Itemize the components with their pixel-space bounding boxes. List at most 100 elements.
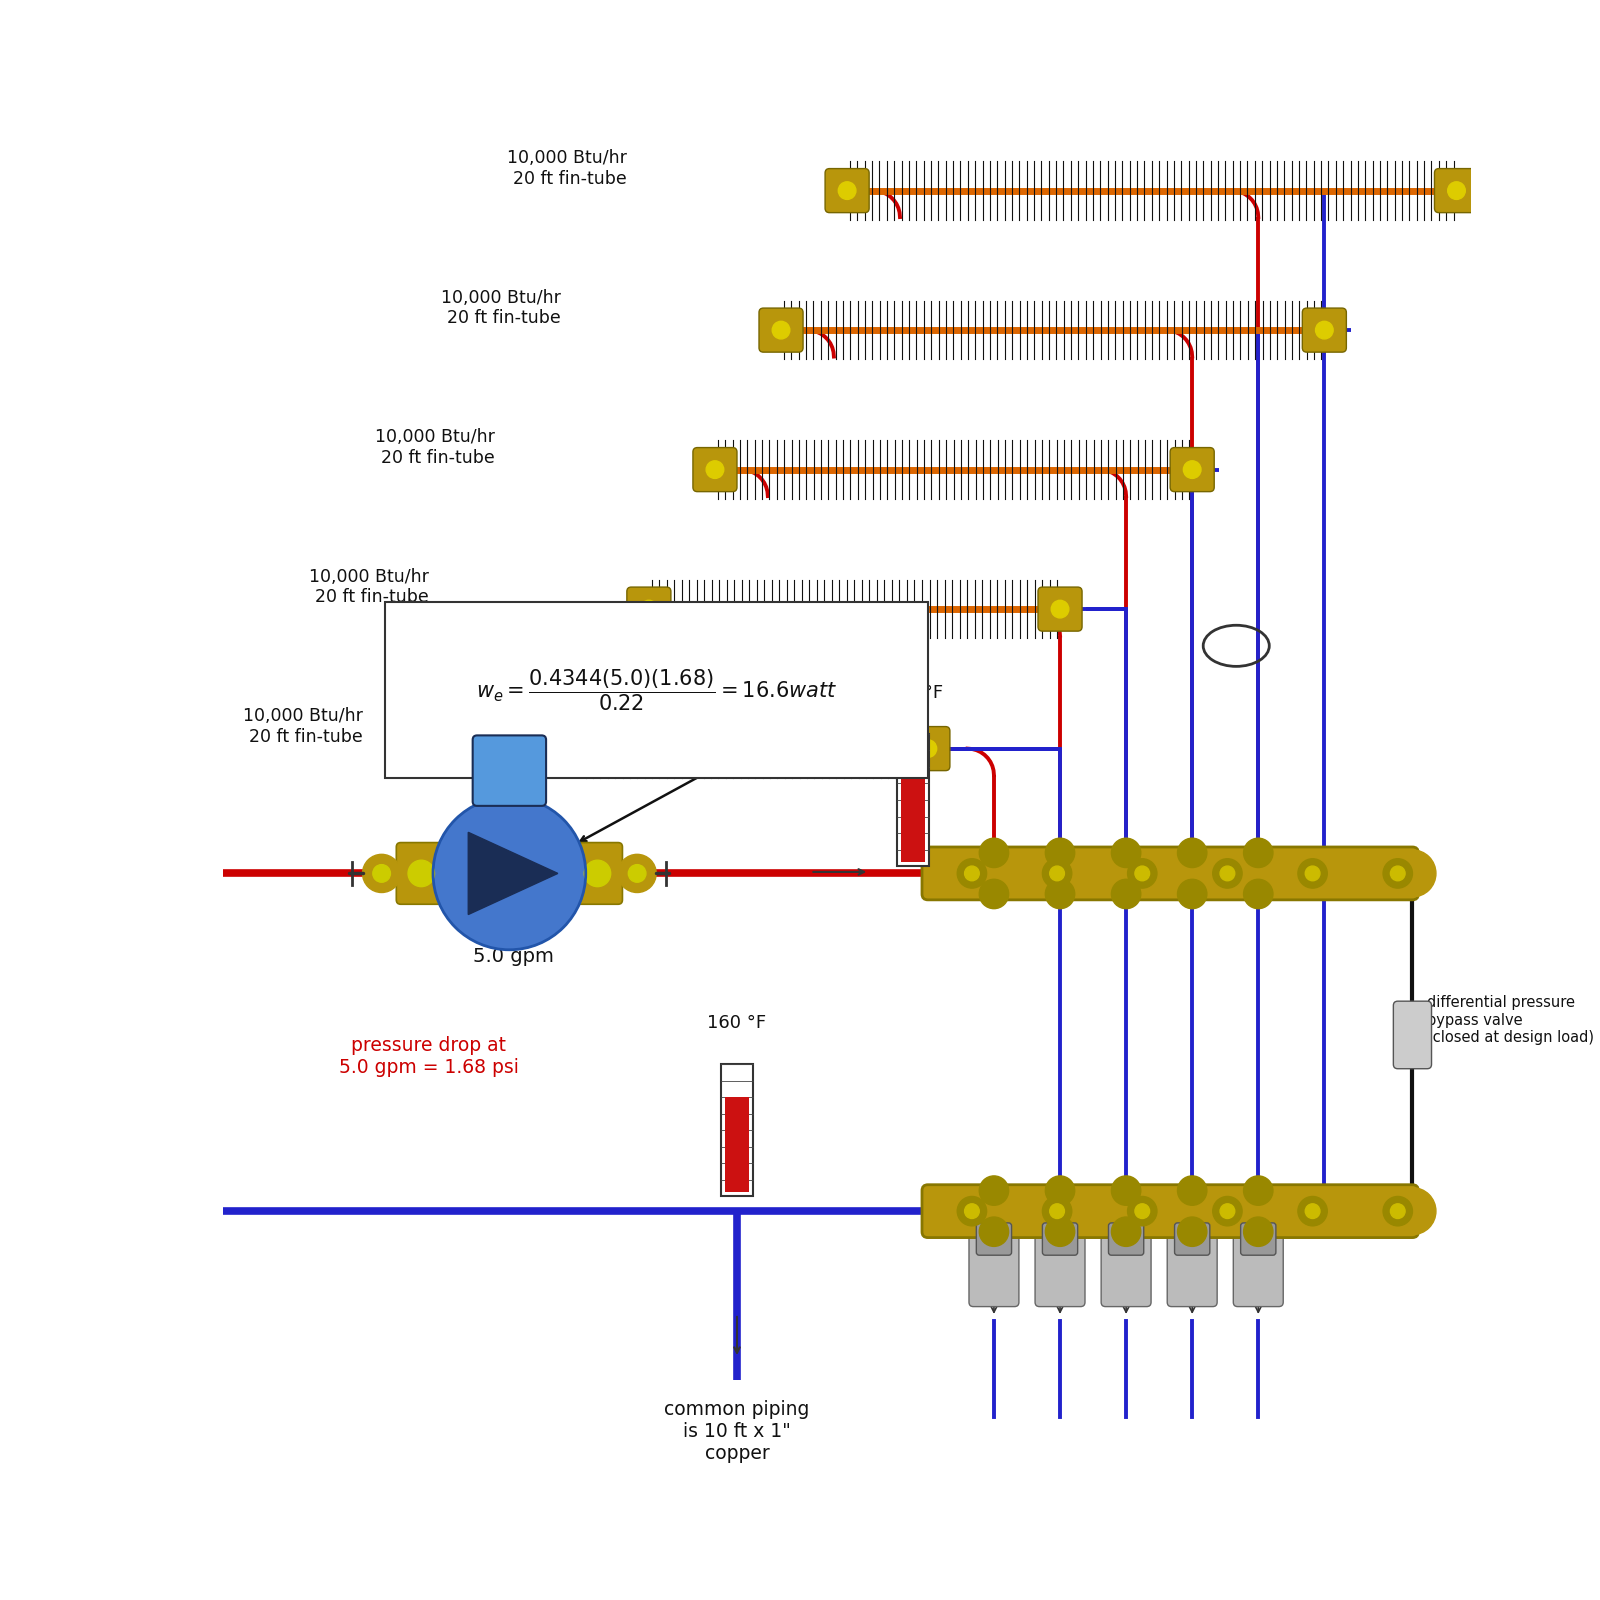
Circle shape — [640, 600, 658, 618]
Circle shape — [363, 854, 400, 893]
Circle shape — [838, 182, 856, 200]
Circle shape — [574, 739, 592, 757]
Circle shape — [1382, 859, 1413, 888]
Circle shape — [1243, 1218, 1274, 1246]
Circle shape — [1184, 461, 1202, 478]
Circle shape — [1045, 1176, 1075, 1205]
FancyBboxPatch shape — [1174, 1222, 1210, 1256]
FancyBboxPatch shape — [627, 587, 670, 630]
FancyBboxPatch shape — [1035, 1227, 1085, 1307]
Circle shape — [1045, 838, 1075, 867]
Text: common piping
is 10 ft x 1"
copper: common piping is 10 ft x 1" copper — [664, 1400, 810, 1462]
Polygon shape — [469, 832, 558, 915]
Circle shape — [1112, 880, 1141, 909]
Circle shape — [1050, 866, 1064, 880]
Circle shape — [1178, 1218, 1206, 1246]
Circle shape — [1221, 866, 1235, 880]
Circle shape — [1128, 1197, 1157, 1226]
FancyBboxPatch shape — [1170, 448, 1214, 491]
FancyBboxPatch shape — [1043, 1222, 1078, 1256]
Circle shape — [1051, 600, 1069, 618]
Circle shape — [957, 859, 987, 888]
FancyBboxPatch shape — [397, 843, 446, 904]
Circle shape — [1389, 1187, 1435, 1235]
Circle shape — [1306, 866, 1320, 880]
FancyBboxPatch shape — [970, 1227, 1019, 1307]
Text: 5.0 gpm: 5.0 gpm — [474, 947, 554, 966]
Circle shape — [965, 1203, 979, 1219]
Text: differential pressure
bypass valve
(closed at design load): differential pressure bypass valve (clos… — [1427, 995, 1594, 1045]
Bar — [725, 1098, 749, 1192]
Circle shape — [1243, 880, 1274, 909]
Circle shape — [1050, 1203, 1064, 1219]
Circle shape — [1448, 182, 1466, 200]
Bar — [898, 734, 930, 866]
FancyBboxPatch shape — [1240, 1222, 1275, 1256]
Circle shape — [1389, 850, 1435, 898]
Circle shape — [1243, 1176, 1274, 1205]
Circle shape — [1298, 1197, 1328, 1226]
Circle shape — [965, 866, 979, 880]
Circle shape — [1112, 1218, 1141, 1246]
FancyBboxPatch shape — [693, 448, 738, 491]
Circle shape — [773, 322, 790, 339]
FancyBboxPatch shape — [906, 726, 950, 771]
Circle shape — [1178, 838, 1206, 867]
Text: 10,000 Btu/hr
20 ft fin-tube: 10,000 Btu/hr 20 ft fin-tube — [442, 288, 560, 328]
FancyBboxPatch shape — [384, 602, 928, 778]
Circle shape — [1112, 1176, 1141, 1205]
Circle shape — [1298, 859, 1328, 888]
FancyBboxPatch shape — [1109, 1222, 1144, 1256]
FancyBboxPatch shape — [1168, 1227, 1218, 1307]
Circle shape — [1221, 1203, 1235, 1219]
FancyBboxPatch shape — [758, 309, 803, 352]
FancyBboxPatch shape — [472, 736, 546, 806]
Circle shape — [957, 1197, 987, 1226]
Circle shape — [584, 861, 611, 886]
Circle shape — [1315, 322, 1333, 339]
FancyBboxPatch shape — [1435, 168, 1478, 213]
Text: 10,000 Btu/hr
20 ft fin-tube: 10,000 Btu/hr 20 ft fin-tube — [243, 707, 363, 746]
Text: 10,000 Btu/hr
20 ft fin-tube: 10,000 Btu/hr 20 ft fin-tube — [374, 429, 494, 467]
Circle shape — [1045, 880, 1075, 909]
Circle shape — [1306, 1203, 1320, 1219]
FancyBboxPatch shape — [1101, 1227, 1150, 1307]
Circle shape — [706, 461, 723, 478]
Circle shape — [408, 861, 435, 886]
Circle shape — [1178, 1176, 1206, 1205]
Circle shape — [1243, 838, 1274, 867]
Circle shape — [1043, 1197, 1072, 1226]
FancyBboxPatch shape — [573, 843, 622, 904]
FancyBboxPatch shape — [826, 168, 869, 213]
FancyBboxPatch shape — [976, 1222, 1011, 1256]
FancyBboxPatch shape — [922, 1184, 1418, 1237]
FancyBboxPatch shape — [1394, 1002, 1432, 1069]
Circle shape — [979, 1176, 1008, 1205]
Circle shape — [1134, 866, 1150, 880]
Circle shape — [979, 838, 1008, 867]
Circle shape — [434, 797, 586, 950]
Text: 180 °F: 180 °F — [883, 683, 942, 702]
Circle shape — [979, 880, 1008, 909]
Circle shape — [1390, 866, 1405, 880]
Circle shape — [629, 864, 646, 882]
Text: 160 °F: 160 °F — [707, 1014, 766, 1032]
Circle shape — [1178, 880, 1206, 909]
Circle shape — [1045, 1218, 1075, 1246]
FancyBboxPatch shape — [1302, 309, 1346, 352]
Text: pressure drop at
5.0 gpm = 1.68 psi: pressure drop at 5.0 gpm = 1.68 psi — [339, 1037, 518, 1077]
FancyBboxPatch shape — [922, 846, 1418, 899]
Circle shape — [618, 854, 656, 893]
Circle shape — [918, 739, 936, 757]
Circle shape — [1382, 1197, 1413, 1226]
Text: each branch is equivalent
to 120 ft x 1/2" PEX: each branch is equivalent to 120 ft x 1/… — [654, 603, 907, 645]
FancyBboxPatch shape — [1038, 587, 1082, 630]
Circle shape — [1043, 859, 1072, 888]
Circle shape — [979, 1218, 1008, 1246]
Text: $w_e = \dfrac{0.4344(5.0)(1.68)}{0.22} = 16.6\mathit{watt}$: $w_e = \dfrac{0.4344(5.0)(1.68)}{0.22} =… — [475, 667, 837, 712]
Circle shape — [1213, 1197, 1242, 1226]
Circle shape — [1128, 859, 1157, 888]
FancyBboxPatch shape — [1234, 1227, 1283, 1307]
Bar — [722, 1064, 754, 1197]
Text: 10,000 Btu/hr
20 ft fin-tube: 10,000 Btu/hr 20 ft fin-tube — [309, 568, 429, 606]
